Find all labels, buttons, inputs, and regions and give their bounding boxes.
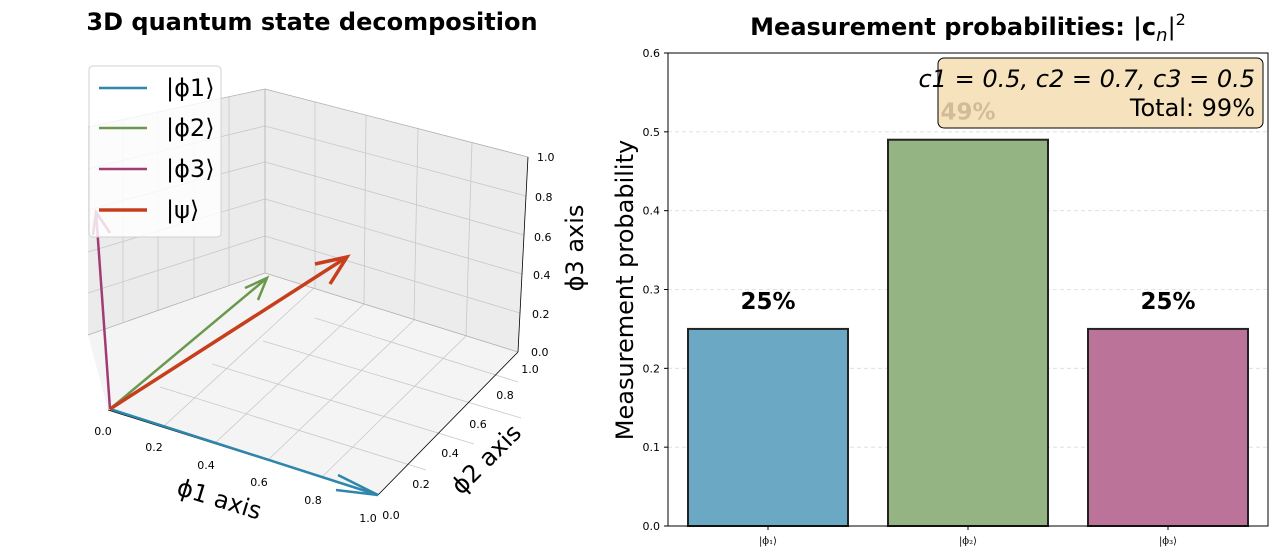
vector-phi1: [109, 407, 379, 497]
chart-bar-title-sup: 2: [1176, 10, 1186, 29]
bar: [1087, 327, 1249, 527]
y-tick-label: 0.4: [441, 447, 459, 460]
y-tick-label: 0.0: [643, 520, 661, 533]
bars: [687, 138, 1249, 527]
x-tick-label: 0.8: [304, 494, 322, 507]
z-tick-label: 0.0: [531, 346, 549, 359]
y-tick-label: 0.3: [643, 284, 661, 297]
total-text: Total: 99%: [1129, 94, 1255, 122]
x-ticks-bar: |ϕ₁⟩ |ϕ₂⟩ |ϕ₃⟩: [759, 526, 1177, 547]
x-ticks-3d: 0.0 0.2 0.4 0.6 0.8 1.0: [94, 425, 377, 525]
chart-bar-title-sub: n: [1156, 25, 1167, 46]
pane-back: [265, 89, 528, 352]
grid-3d: [87, 97, 527, 478]
vector-psi-head: [314, 254, 351, 285]
chart-bar: Measurement probabilities: |cn|2 Measure…: [611, 10, 1269, 547]
vector-psi: [109, 255, 348, 411]
y-tick-label: 0.8: [496, 389, 514, 402]
chart-3d-title: 3D quantum state decomposition: [86, 8, 537, 36]
x-tick-label: 0.6: [250, 476, 268, 489]
info-box-background: [937, 57, 1264, 129]
pane-floor: [88, 273, 518, 495]
bar-value-label: 25%: [740, 289, 795, 315]
y-tick-label: 0.5: [643, 126, 661, 139]
z-tick-label: 1.0: [537, 151, 555, 164]
chart-bar-title: Measurement probabilities: |cn|2: [750, 10, 1186, 46]
legend-3d: |ϕ1⟩ |ϕ2⟩ |ϕ3⟩ |ψ⟩: [88, 65, 222, 238]
legend-label-phi2: |ϕ2⟩: [166, 114, 215, 142]
y-tick-label: 0.2: [412, 478, 430, 491]
pane-edges: [87, 88, 529, 353]
y-tick-label: 0.4: [643, 205, 661, 218]
x-tick-label: 0.2: [145, 441, 163, 454]
x-tick-label: 0.4: [197, 459, 215, 472]
y-ticks-bar: 0.0 0.1 0.2 0.3 0.4 0.5 0.6: [643, 47, 668, 533]
x-tick-label: 1.0: [359, 512, 377, 525]
bar: [687, 327, 849, 527]
legend-box: [88, 65, 222, 238]
z-tick-label: 0.2: [532, 308, 550, 321]
z-tick-label: 0.4: [533, 269, 551, 282]
legend-label-phi1: |ϕ1⟩: [166, 74, 215, 102]
bar-value-label: 25%: [1140, 289, 1195, 315]
z-tick-label: 0.6: [534, 231, 552, 244]
x-tick-label: |ϕ₁⟩: [759, 536, 777, 547]
plot-frame: [667, 52, 1269, 527]
vector-phi2: [109, 277, 268, 410]
vector-phi1-head: [335, 473, 379, 497]
legend-label-phi3: |ϕ3⟩: [166, 155, 215, 183]
y-tick-label: 0.2: [643, 362, 661, 375]
y-axis-label-bar: Measurement probability: [611, 140, 639, 440]
y-ticks-3d: 0.0 0.2 0.4 0.6 0.8 1.0: [382, 363, 539, 522]
z-ticks-3d: 0.0 0.2 0.4 0.6 0.8 1.0: [531, 151, 555, 359]
y-tick-label: 0.6: [643, 47, 661, 60]
z-tick-label: 0.8: [535, 191, 553, 204]
coefficients-text: c1 = 0.5, c2 = 0.7, c3 = 0.5: [918, 65, 1255, 93]
y-tick-label: 0.6: [469, 418, 487, 431]
chart-3d: 3D quantum state decomposition: [86, 8, 589, 525]
vector-phi2-head: [244, 275, 270, 301]
x-tick-label: |ϕ₃⟩: [1159, 536, 1177, 547]
x-tick-label: 0.0: [94, 425, 112, 438]
y-tick-label: 0.0: [382, 509, 400, 522]
bar: [887, 138, 1049, 527]
y-tick-label: 1.0: [521, 363, 539, 376]
z-axis-label-3d: ϕ3 axis: [561, 205, 589, 292]
vector-phi3: [94, 211, 112, 410]
legend-label-psi: |ψ⟩: [166, 196, 199, 224]
x-tick-label: |ϕ₂⟩: [959, 536, 977, 547]
y-tick-label: 0.1: [643, 441, 661, 454]
chart-bar-title-main: Measurement probabilities: |c: [750, 13, 1156, 41]
info-box: c1 = 0.5, c2 = 0.7, c3 = 0.5 Total: 99%: [918, 57, 1264, 129]
